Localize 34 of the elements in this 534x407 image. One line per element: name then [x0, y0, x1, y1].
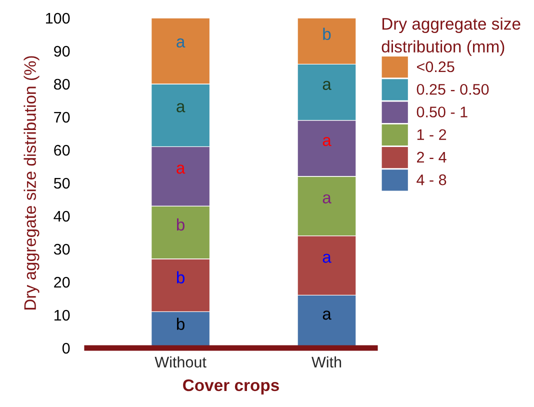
legend-label: 0.25 - 0.50 — [416, 84, 489, 95]
annotation: a — [322, 194, 332, 204]
annotation: a — [176, 164, 186, 174]
y-tick-label: 100 — [46, 12, 70, 24]
y-tick-label: 70 — [54, 112, 70, 123]
legend-label: 2 - 4 — [417, 152, 446, 162]
annotation: a — [176, 38, 186, 48]
y-tick-label: 40 — [54, 210, 70, 222]
x-axis-title: Cover crops — [183, 379, 279, 394]
y-tick-label: 50 — [54, 178, 70, 189]
annotation: b — [177, 318, 184, 330]
legend-label: 4 - 8 — [416, 174, 446, 186]
y-tick-label: 30 — [54, 244, 70, 255]
y-tick-label: 0 — [62, 342, 70, 354]
x-tick-label: With — [312, 356, 342, 368]
legend-label: 1 - 2 — [417, 129, 446, 140]
annotation: a — [176, 103, 186, 112]
y-tick-label: 60 — [54, 144, 70, 156]
annotation: b — [177, 271, 184, 284]
annotation: a — [322, 254, 332, 263]
legend-label: 0.50 - 1 — [416, 106, 468, 118]
annotation: b — [323, 28, 331, 40]
y-axis-title: Dry aggregate size distribution (%) — [24, 56, 40, 310]
annotation: a — [322, 136, 332, 146]
legend-title: Dry aggregate size distribution (mm) — [382, 18, 520, 56]
annotation: b — [177, 218, 184, 231]
y-tick-label: 10 — [54, 310, 70, 321]
annotation: a — [322, 310, 332, 320]
annotation: a — [322, 80, 332, 90]
y-tick-label: 90 — [54, 46, 70, 57]
y-tick-label: 20 — [54, 276, 70, 288]
y-tick-label: 80 — [54, 78, 70, 90]
legend-label: <0.25 — [417, 61, 454, 72]
x-tick-label: Without — [154, 356, 206, 368]
